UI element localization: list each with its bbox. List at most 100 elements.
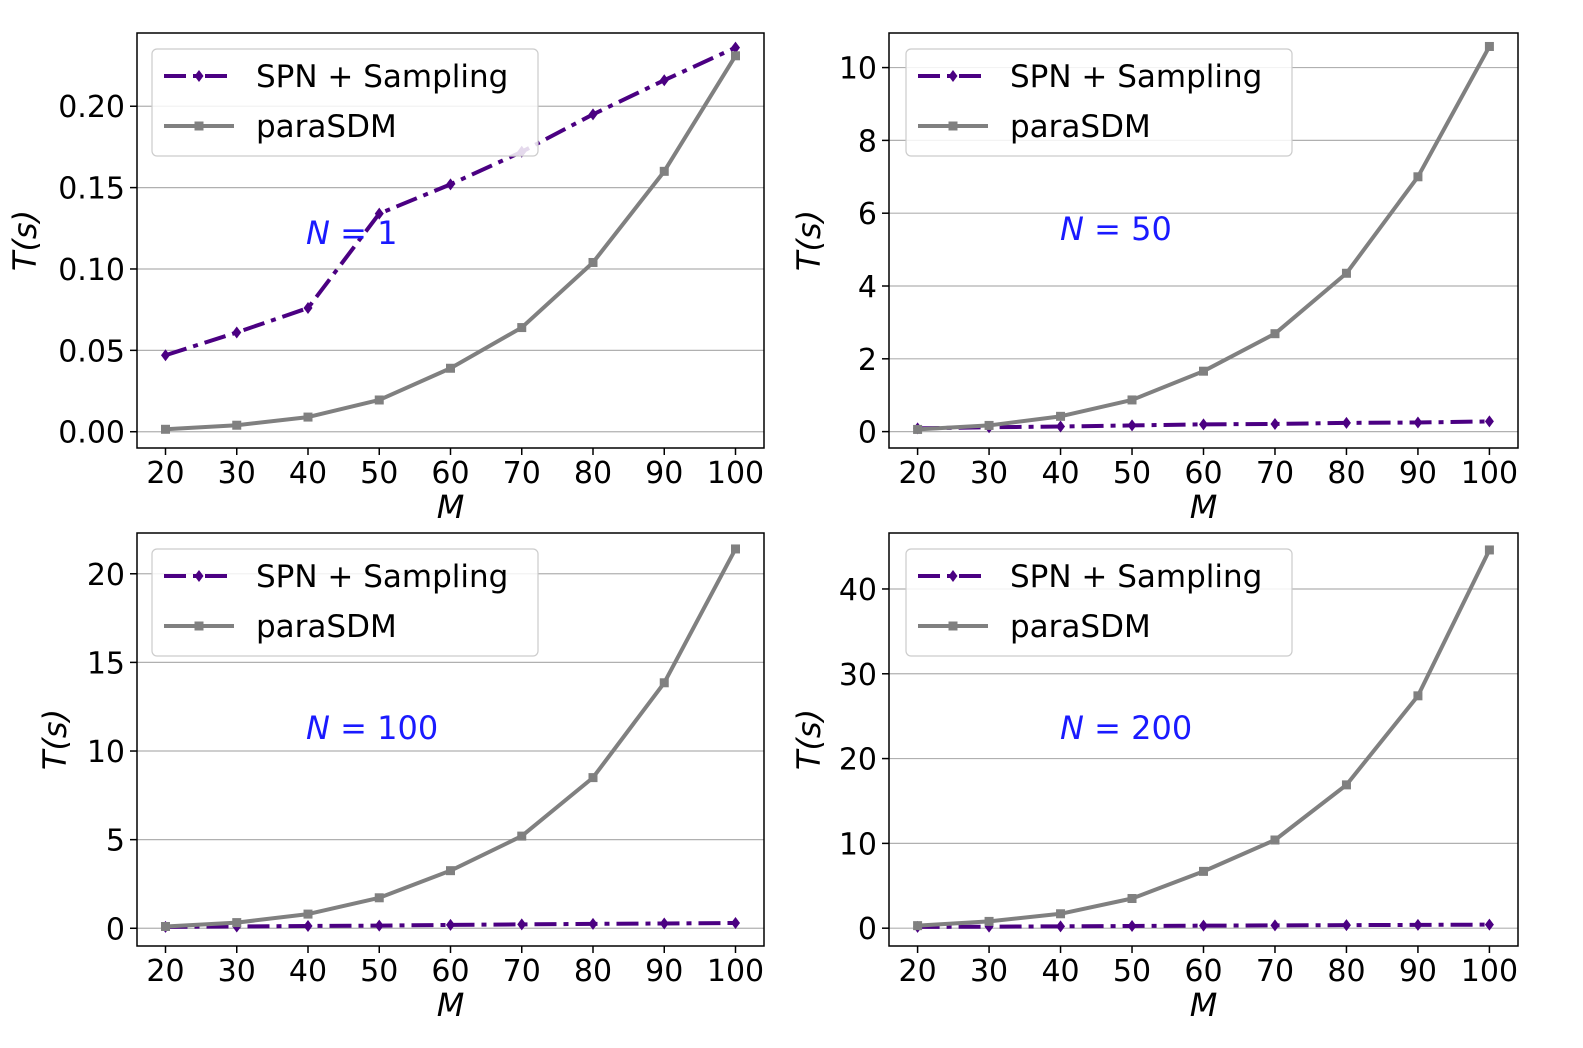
x-tick-label: 50 (360, 954, 398, 989)
legend-box (905, 48, 1293, 157)
x-tick-label: 100 (707, 954, 764, 989)
n-annotation: N = 200 (1060, 709, 1192, 747)
data-point-square (1270, 329, 1280, 339)
legend-label: paraSDM (256, 609, 397, 645)
y-tick-label: 2 (858, 343, 877, 378)
data-point-diamond (446, 178, 455, 191)
data-point-diamond (659, 917, 669, 930)
x-tick-label: 70 (503, 456, 541, 491)
x-tick-label: 100 (707, 456, 764, 491)
data-point-diamond (588, 917, 598, 930)
n-annotation: N = 1 (306, 214, 397, 252)
x-tick-label: 80 (574, 456, 612, 491)
x-tick-label: 80 (1327, 954, 1365, 989)
x-tick-label: 30 (970, 456, 1008, 491)
data-point-square (161, 424, 170, 434)
data-point-diamond (517, 918, 527, 931)
data-point-square (1056, 909, 1066, 919)
data-point-square (1484, 545, 1494, 555)
x-tick-label: 30 (970, 954, 1008, 989)
y-tick-label: 30 (839, 658, 877, 693)
legend-label: SPN + Sampling (256, 59, 508, 95)
x-axis-label: M (1190, 488, 1218, 526)
legend-label: paraSDM (1010, 109, 1151, 145)
data-point-diamond (1413, 416, 1423, 429)
data-point-square (588, 773, 598, 783)
x-axis-label: M (437, 488, 465, 526)
x-tick-label: 90 (1399, 456, 1437, 491)
legend-marker-diamond (194, 570, 204, 582)
legend-label: SPN + Sampling (1010, 59, 1262, 95)
x-axis-label: M (437, 986, 465, 1024)
data-point-square (1127, 894, 1137, 904)
y-axis-label: T(s) (790, 210, 828, 271)
data-point-square (913, 424, 923, 434)
data-point-square (984, 916, 994, 926)
x-tick-label: 40 (289, 456, 327, 491)
y-tick-label: 0.05 (58, 334, 125, 369)
x-tick-label: 50 (360, 456, 398, 491)
legend-marker-square (948, 621, 958, 631)
data-point-diamond (1484, 918, 1494, 931)
data-point-square (1413, 172, 1423, 182)
legend-marker-square (194, 621, 204, 631)
data-point-diamond (1127, 419, 1137, 432)
x-tick-label: 60 (431, 954, 469, 989)
data-point-diamond (1199, 919, 1208, 932)
data-point-diamond (1270, 417, 1280, 430)
legend: SPN + Sampling paraSDM (905, 548, 1293, 657)
chart-panel-3: 0 5 10 15 20 20 30 40 50 60 70 80 90 100 M T(s) SPN + Sa… (36, 532, 765, 1024)
chart-panel-1: 0.00 0.05 0.10 0.15 0.20 20 30 40 50 60 70 80 90 100 M… (6, 32, 765, 526)
legend-box (905, 548, 1293, 657)
data-point-square (446, 866, 455, 876)
legend-marker-square (948, 121, 958, 131)
data-point-square (1199, 366, 1208, 376)
data-point-square (731, 544, 740, 554)
legend-marker-square (194, 121, 204, 131)
data-point-square (1341, 780, 1351, 790)
x-tick-label: 90 (645, 456, 683, 491)
x-tick-label: 40 (1041, 954, 1079, 989)
data-point-diamond (1484, 415, 1494, 428)
data-point-square (731, 51, 740, 61)
chart-panel-2: 0 2 4 6 8 10 20 30 40 50 60 70 80 90 100 M T(s) SPN + Sam… (790, 32, 1519, 526)
legend-box (151, 48, 539, 157)
series-line-spn-sampling (165, 920, 736, 929)
data-point-diamond (303, 302, 313, 315)
data-point-square (659, 166, 669, 176)
data-point-diamond (446, 918, 455, 931)
x-tick-label: 60 (1184, 954, 1222, 989)
x-tick-label: 40 (1041, 456, 1079, 491)
data-point-diamond (1056, 420, 1066, 433)
data-point-square (446, 363, 455, 373)
y-tick-label: 15 (87, 646, 125, 681)
data-point-square (517, 323, 527, 333)
data-point-diamond (1413, 918, 1423, 931)
y-tick-label: 40 (839, 573, 877, 608)
data-point-diamond (374, 919, 384, 932)
x-tick-label: 70 (1256, 456, 1294, 491)
x-tick-label: 60 (431, 456, 469, 491)
y-axis-label: T(s) (790, 709, 828, 770)
y-tick-label: 6 (858, 197, 877, 232)
data-point-square (303, 909, 313, 919)
x-tick-label: 20 (146, 954, 184, 989)
data-point-square (1270, 835, 1280, 845)
data-point-square (588, 257, 598, 267)
legend: SPN + Sampling paraSDM (905, 48, 1293, 157)
y-axis-label: T(s) (6, 210, 44, 271)
data-point-diamond (588, 108, 598, 121)
y-axis-label: T(s) (36, 709, 74, 770)
data-point-square (303, 412, 313, 422)
data-point-square (517, 831, 527, 841)
x-tick-label: 60 (1184, 456, 1222, 491)
data-point-square (374, 893, 384, 903)
y-tick-label: 0.10 (58, 253, 125, 288)
data-point-square (659, 678, 669, 688)
data-point-square (232, 918, 242, 928)
x-tick-label: 20 (898, 456, 936, 491)
x-tick-label: 50 (1113, 456, 1151, 491)
data-point-diamond (1341, 919, 1351, 932)
data-point-diamond (1127, 919, 1137, 932)
